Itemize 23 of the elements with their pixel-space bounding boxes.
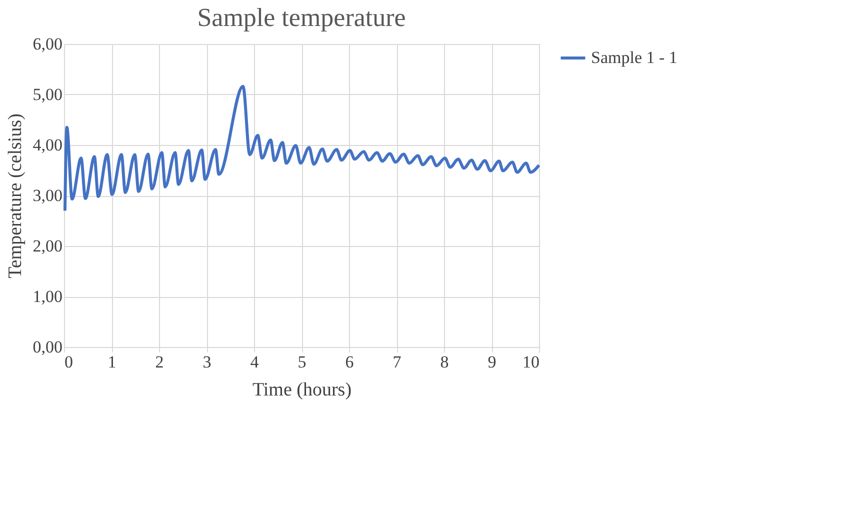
x-tick-label: 9 [488,352,496,372]
line-series [63,84,540,212]
x-tick-label: 8 [440,352,449,372]
y-tick-label: 6,00 [32,34,62,54]
chart-title: Sample temperature [197,3,406,32]
y-tick-label: 5,00 [32,85,62,104]
y-tick-label: 0,00 [32,338,62,356]
x-tick-label: 6 [345,352,354,372]
x-axis-title: Time (hours) [252,380,352,400]
x-tick-label: 3 [202,352,212,372]
x-tick-label: 2 [155,352,164,372]
y-tick-label: 2,00 [32,236,62,256]
y-tick-label: 1,00 [32,287,62,306]
y-axis-title: Temperature (celsius) [4,114,26,278]
x-tick-label: 1 [108,352,116,372]
legend-label: Sample 1 - 1 [591,48,678,67]
y-tick-label: 3,00 [32,186,62,205]
x-tick-label: 7 [392,352,402,372]
x-tick-label: 4 [250,352,260,372]
x-tick-label: 0 [64,352,73,372]
x-tick-label: 5 [298,352,306,372]
y-tick-label: 4,00 [32,136,62,154]
x-tick-label: 10 [522,352,540,372]
